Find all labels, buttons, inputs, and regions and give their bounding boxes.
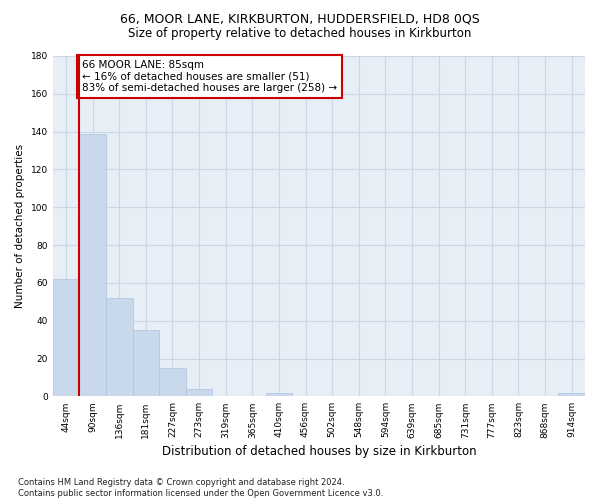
X-axis label: Distribution of detached houses by size in Kirkburton: Distribution of detached houses by size … (161, 444, 476, 458)
Bar (159, 368, 186, 396)
Text: 66 MOOR LANE: 85sqm
← 16% of detached houses are smaller (51)
83% of semi-detach: 66 MOOR LANE: 85sqm ← 16% of detached ho… (82, 60, 337, 93)
Bar (106, 298, 133, 396)
Bar (53, 279, 79, 396)
Bar (559, 392, 585, 396)
Bar (186, 389, 212, 396)
Bar (133, 330, 159, 396)
Text: Contains HM Land Registry data © Crown copyright and database right 2024.
Contai: Contains HM Land Registry data © Crown c… (18, 478, 383, 498)
Text: Size of property relative to detached houses in Kirkburton: Size of property relative to detached ho… (128, 28, 472, 40)
Y-axis label: Number of detached properties: Number of detached properties (15, 144, 25, 308)
Bar (79, 134, 106, 396)
Bar (266, 392, 292, 396)
Text: 66, MOOR LANE, KIRKBURTON, HUDDERSFIELD, HD8 0QS: 66, MOOR LANE, KIRKBURTON, HUDDERSFIELD,… (120, 12, 480, 26)
